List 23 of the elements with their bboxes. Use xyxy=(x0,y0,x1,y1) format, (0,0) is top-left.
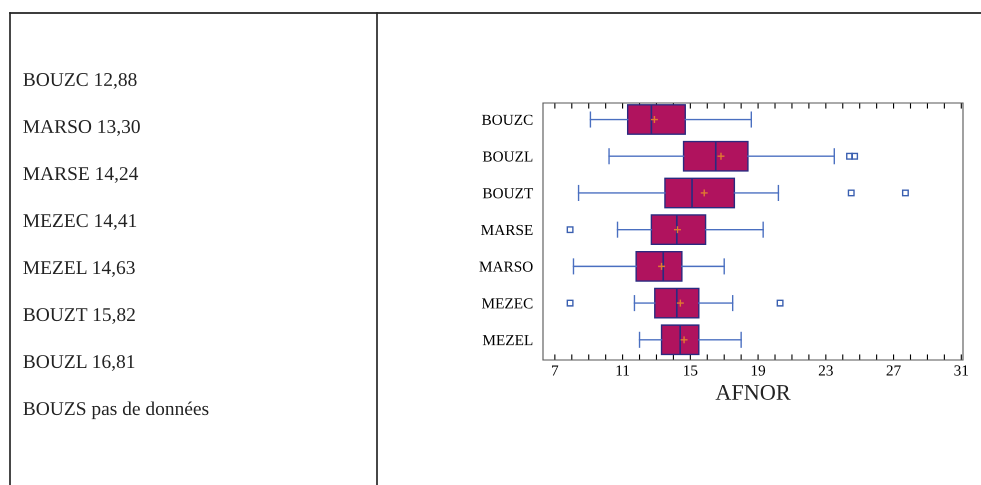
x-axis-title: AFNOR xyxy=(716,384,791,400)
x-tick-label: 11 xyxy=(616,365,630,376)
x-tick-label: 23 xyxy=(818,365,833,376)
text: BOUZC 12,88 xyxy=(23,73,137,89)
text: MEZEC 14,41 xyxy=(23,214,136,230)
y-tick-label: MARSE xyxy=(481,224,533,236)
x-tick-label: 19 xyxy=(752,365,766,376)
y-tick-label: BOUZT xyxy=(482,188,534,198)
y-tick-label: BOUZC xyxy=(482,114,532,125)
text: MARSO 13,30 xyxy=(23,120,140,136)
y-tick-label: MEZEL xyxy=(482,335,532,346)
x-tick-label: 15 xyxy=(684,365,698,376)
y-tick-label: BOUZL xyxy=(482,151,532,162)
text: MEZEL 14,63 xyxy=(23,261,135,277)
x-tick-label: 27 xyxy=(886,365,901,376)
text: MARSE 14,24 xyxy=(23,167,138,183)
text: BOUZS pas de données xyxy=(23,401,208,420)
text: BOUZL 16,81 xyxy=(23,355,134,371)
y-tick-label: MARSO xyxy=(479,262,533,272)
text: BOUZT 15,82 xyxy=(23,308,135,324)
x-tick-label: 7 xyxy=(552,365,558,376)
x-tick-label: 31 xyxy=(954,365,968,376)
y-tick-label: MEZEC xyxy=(482,298,532,309)
